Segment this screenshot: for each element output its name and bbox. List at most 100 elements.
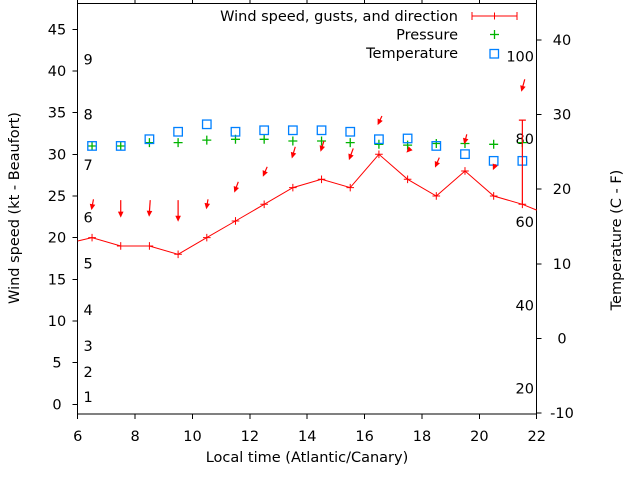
left-axis-tick-label: 15	[48, 272, 66, 288]
wind-direction-arrow-head	[462, 137, 469, 145]
pressure-marker	[173, 138, 183, 148]
left-axis-tick-label: 30	[48, 147, 66, 163]
wind-direction-arrow-head	[520, 85, 526, 92]
wind-speed-marker	[461, 167, 469, 175]
legend-wind-errorbar-sample-icon	[471, 12, 518, 20]
pressure-marker	[288, 136, 298, 146]
bottom-axis-tick-label: 10	[183, 429, 201, 445]
wind-direction-arrow-head	[175, 215, 181, 222]
beaufort-scale-label: 6	[84, 211, 93, 227]
wind-speed-marker	[260, 200, 268, 209]
wind-direction-arrow-head	[319, 145, 325, 152]
bottom-axis-tick-label: 14	[298, 429, 316, 445]
pressure-marker	[259, 134, 269, 144]
wind-speed-marker	[375, 150, 383, 159]
pressure-marker	[202, 135, 212, 145]
bottom-axis-tick-label: 20	[470, 429, 488, 445]
bottom-axis-tick-label: 12	[241, 429, 259, 445]
wind-speed-marker	[317, 175, 326, 184]
legend: Wind speed, gusts, and direction Pressur…	[220, 9, 518, 62]
pressure-marker	[403, 140, 413, 150]
wind-direction-arrow-head	[434, 161, 440, 168]
left-y-axis-label: Wind speed (kt - Beaufort)	[7, 112, 23, 304]
wind-direction-arrow-head	[377, 118, 383, 126]
wind-speed-marker	[489, 192, 498, 200]
left-axis-tick-label: 25	[48, 189, 66, 205]
right-axis-tick-label: 0	[557, 331, 566, 347]
fahrenheit-scale-label: 20	[516, 381, 534, 397]
temperature-marker	[173, 126, 184, 137]
plot-border	[77, 3, 538, 415]
wind-speed-marker	[289, 183, 297, 192]
temperature-marker	[402, 133, 413, 144]
legend-label-wind: Wind speed, gusts, and direction	[220, 9, 458, 25]
legend-label-pressure: Pressure	[396, 28, 458, 44]
wind-speed-line	[77, 153, 537, 255]
bottom-axis-tick-label: 22	[527, 429, 545, 445]
wind-speed-marker	[145, 242, 154, 250]
pressure-marker	[116, 141, 126, 151]
fahrenheit-scale-label: 80	[516, 132, 534, 148]
beaufort-scale-label: 1	[84, 390, 93, 406]
wind-direction-arrow-head	[89, 203, 96, 211]
legend-pressure-plus-icon	[490, 30, 499, 39]
beaufort-scale-label: 8	[84, 107, 93, 123]
right-axis-tick-label: 20	[553, 182, 571, 198]
left-axis-tick-label: 45	[48, 22, 66, 38]
pressure-marker	[87, 141, 97, 151]
beaufort-scale-label: 2	[84, 365, 93, 381]
pressure-marker	[144, 138, 154, 148]
temperature-marker	[115, 141, 126, 151]
legend-label-temperature: Temperature	[365, 46, 458, 62]
left-axis-tick-label: 40	[48, 64, 66, 80]
right-axis-tick-label: 40	[553, 33, 571, 49]
right-axis-tick-label: -10	[550, 406, 574, 422]
wind-direction-arrow-head	[233, 186, 239, 193]
wind-speed-marker	[231, 217, 240, 225]
temperature-marker	[230, 126, 241, 137]
temperature-marker	[488, 155, 499, 166]
temperature-marker	[201, 119, 212, 130]
wind-speed-marker	[346, 183, 355, 192]
bottom-axis-tick-label: 8	[130, 429, 139, 445]
pressure-marker	[317, 136, 327, 146]
pressure-marker	[345, 138, 355, 148]
fahrenheit-scale-label: 60	[516, 215, 534, 231]
x-axis-label: Local time (Atlantic/Canary)	[206, 450, 409, 466]
wind-speed-marker	[88, 233, 96, 242]
beaufort-scale-label: 9	[84, 52, 93, 68]
beaufort-scale-label: 3	[84, 339, 93, 355]
bottom-axis-tick-label: 18	[413, 429, 431, 445]
bottom-axis-tick-label: 6	[73, 429, 82, 445]
wind-direction-arrow-head	[262, 170, 268, 177]
wind-speed-marker	[116, 242, 125, 250]
pressure-marker	[374, 139, 384, 149]
wind-direction-arrow-head	[492, 163, 498, 171]
wind-direction-arrow-head	[146, 210, 153, 217]
temperature-marker	[287, 125, 298, 136]
fahrenheit-scale-label: 40	[516, 299, 534, 315]
legend-temperature-square-icon	[489, 48, 500, 59]
temperature-marker	[87, 141, 97, 151]
bottom-axis-tick-label: 16	[355, 429, 373, 445]
fahrenheit-scale-label: 100	[506, 49, 534, 65]
right-y-axis-label: Temperature (C - F)	[609, 170, 625, 312]
wind-speed-marker	[174, 250, 182, 259]
wind-speed-marker	[403, 175, 412, 184]
beaufort-scale-label: 4	[84, 303, 93, 319]
right-axis-tick-label: 30	[553, 108, 571, 124]
left-axis-tick-label: 0	[52, 397, 61, 413]
left-axis-tick-label: 10	[48, 314, 66, 330]
wind-direction-arrow-head	[204, 202, 211, 210]
wind-speed-marker	[432, 192, 441, 200]
beaufort-scale-label: 7	[84, 158, 93, 174]
temperature-marker	[316, 125, 327, 136]
left-axis-tick-label: 35	[48, 106, 66, 122]
left-axis-tick-label: 20	[48, 231, 66, 247]
right-axis-tick-label: 10	[553, 257, 571, 273]
wind-direction-arrow-head	[348, 153, 354, 161]
temperature-marker	[259, 125, 270, 136]
